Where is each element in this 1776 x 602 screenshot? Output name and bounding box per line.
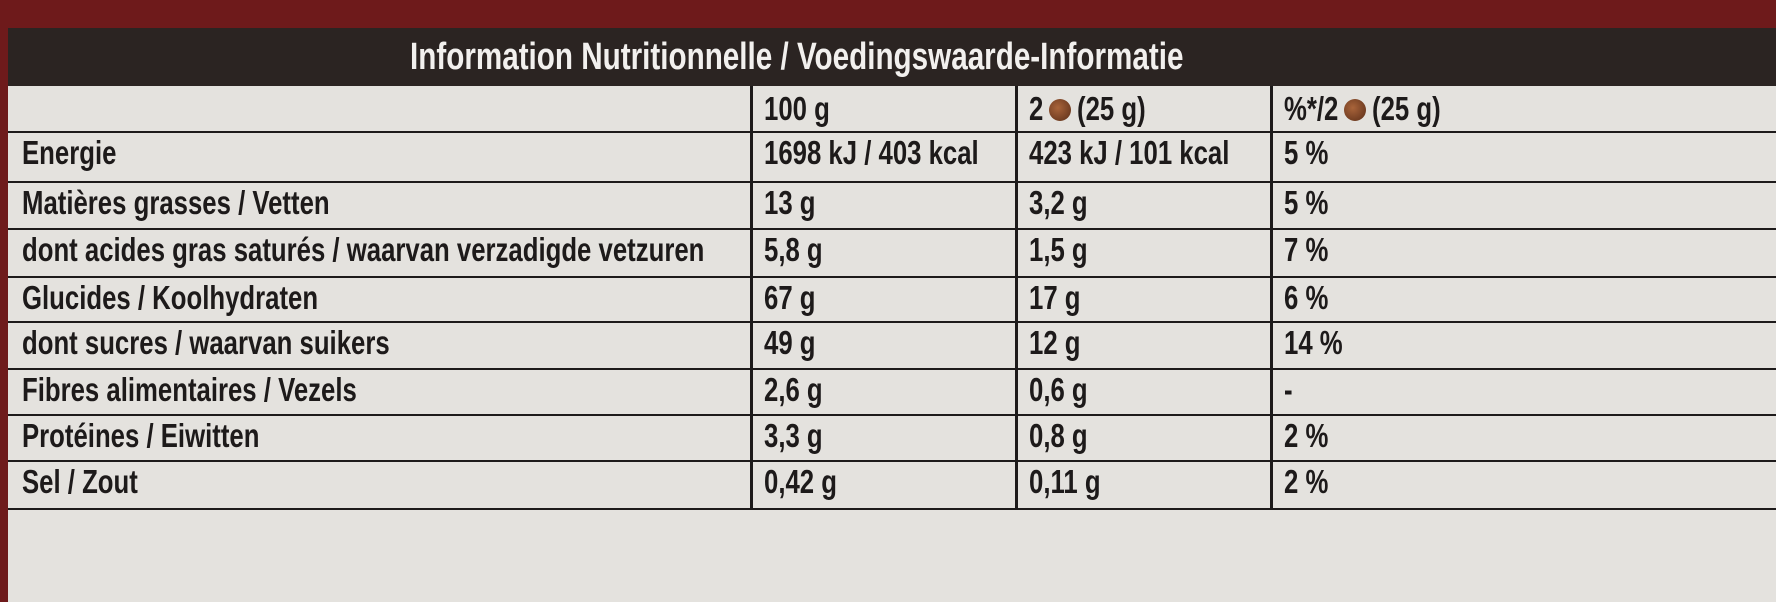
- nutrient-label: Sel / Zout: [22, 463, 138, 500]
- nutrient-value: 14 %: [1284, 324, 1343, 361]
- nutrient-value: 49 g: [764, 324, 816, 361]
- nutrient-value: 5 %: [1284, 184, 1329, 221]
- piece-icon: [1344, 99, 1367, 121]
- nutrient-value: 2 %: [1284, 417, 1329, 454]
- row-line: [8, 131, 1776, 133]
- nutrient-value: 6 %: [1284, 279, 1329, 316]
- row-line: [8, 368, 1776, 370]
- row-line: [8, 228, 1776, 230]
- column-header: 2: [1029, 90, 1044, 127]
- nutrient-value: 2 %: [1284, 463, 1329, 500]
- nutrient-value: 7 %: [1284, 231, 1329, 268]
- nutrient-value: 5 %: [1284, 134, 1329, 171]
- nutrient-value: -: [1284, 371, 1293, 408]
- nutrient-value: 1,5 g: [1029, 231, 1088, 268]
- column-header: 100 g: [764, 90, 830, 127]
- nutrient-value: 17 g: [1029, 279, 1081, 316]
- title-bar: Information Nutritionnelle / Voedingswaa…: [8, 28, 1776, 86]
- row-line: [8, 414, 1776, 416]
- row-line: [8, 321, 1776, 323]
- piece-icon: [1049, 99, 1072, 121]
- nutrient-value: 0,6 g: [1029, 371, 1088, 408]
- row-line: [8, 276, 1776, 278]
- column-header: %*/2: [1284, 90, 1339, 127]
- column-line: [1270, 86, 1273, 508]
- nutrient-value: 2,6 g: [764, 371, 823, 408]
- column-header: (25 g): [1372, 90, 1442, 127]
- nutrient-value: 12 g: [1029, 324, 1081, 361]
- nutrient-value: 1698 kJ / 403 kcal: [764, 134, 979, 171]
- column-line: [750, 86, 753, 508]
- nutrient-label: Glucides / Koolhydraten: [22, 279, 319, 316]
- column-line: [1015, 86, 1018, 508]
- nutrient-value: 13 g: [764, 184, 816, 221]
- nutrient-value: 5,8 g: [764, 231, 823, 268]
- nutrient-value: 0,11 g: [1029, 463, 1101, 500]
- nutrient-value: 3,2 g: [1029, 184, 1088, 221]
- row-line: [8, 181, 1776, 183]
- nutrient-value: 0,8 g: [1029, 417, 1088, 454]
- nutrient-label: Fibres alimentaires / Vezels: [22, 371, 357, 408]
- row-line: [8, 508, 1776, 510]
- nutrient-label: dont sucres / waarvan suikers: [22, 324, 390, 361]
- nutrient-label: Protéines / Eiwitten: [22, 417, 260, 454]
- nutrient-label: Matières grasses / Vetten: [22, 184, 330, 221]
- column-header: (25 g): [1077, 90, 1146, 127]
- title: Information Nutritionnelle / Voedingswaa…: [410, 36, 1184, 78]
- row-line: [8, 460, 1776, 462]
- nutrient-label: Energie: [22, 134, 117, 171]
- nutrient-value: 3,3 g: [764, 417, 823, 454]
- nutrition-panel: Information Nutritionnelle / Voedingswaa…: [8, 28, 1776, 602]
- nutrient-value: 423 kJ / 101 kcal: [1029, 134, 1230, 171]
- nutrient-value: 0,42 g: [764, 463, 837, 500]
- nutrient-label: dont acides gras saturés / waarvan verza…: [22, 231, 705, 268]
- nutrient-value: 67 g: [764, 279, 816, 316]
